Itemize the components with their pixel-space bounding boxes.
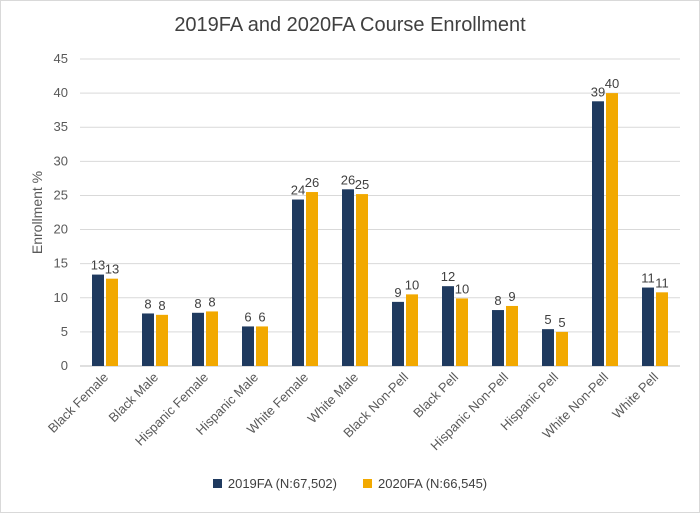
bar bbox=[406, 294, 418, 366]
y-tick-label: 45 bbox=[54, 51, 68, 66]
bar bbox=[542, 329, 554, 366]
bar bbox=[292, 199, 304, 366]
data-label: 9 bbox=[394, 285, 401, 300]
bar bbox=[656, 292, 668, 366]
data-label: 26 bbox=[341, 172, 355, 187]
data-label: 6 bbox=[258, 309, 265, 324]
bar bbox=[306, 192, 318, 366]
x-tick-label: Black Pell bbox=[410, 369, 461, 420]
bar bbox=[92, 274, 104, 366]
bar bbox=[242, 326, 254, 366]
y-tick-label: 15 bbox=[54, 256, 68, 271]
data-label: 12 bbox=[441, 269, 455, 284]
bar bbox=[106, 278, 118, 366]
legend-item-2019fa: 2019FA (N:67,502) bbox=[212, 476, 337, 491]
y-tick-label: 10 bbox=[54, 290, 68, 305]
legend-swatch-2020fa bbox=[363, 479, 372, 488]
chart-legend: 2019FA (N:67,502) 2020FA (N:66,545) bbox=[0, 476, 700, 491]
bar bbox=[506, 305, 518, 366]
data-label: 39 bbox=[591, 84, 605, 99]
y-tick-label: 5 bbox=[61, 324, 68, 339]
bar bbox=[442, 286, 454, 366]
data-label: 10 bbox=[455, 281, 469, 296]
bar bbox=[256, 326, 268, 366]
data-label: 13 bbox=[105, 262, 119, 277]
legend-label-2020fa: 2020FA (N:66,545) bbox=[378, 476, 488, 491]
data-label: 24 bbox=[291, 183, 305, 198]
bar bbox=[342, 189, 354, 366]
data-label: 5 bbox=[544, 312, 551, 327]
legend-swatch-2019fa bbox=[212, 479, 222, 488]
bar bbox=[492, 310, 504, 366]
bar bbox=[192, 312, 204, 366]
data-label: 8 bbox=[144, 296, 151, 311]
y-tick-label: 25 bbox=[54, 187, 68, 202]
bar bbox=[556, 331, 568, 366]
x-tick-label: White Pell bbox=[609, 369, 661, 421]
legend-item-2020fa: 2020FA (N:66,545) bbox=[363, 476, 487, 491]
data-label: 9 bbox=[508, 289, 515, 304]
data-label: 5 bbox=[558, 315, 565, 330]
data-label: 6 bbox=[244, 309, 251, 324]
bar bbox=[606, 93, 618, 366]
bar bbox=[156, 314, 168, 366]
y-tick-label: 20 bbox=[54, 222, 68, 237]
data-label: 40 bbox=[605, 76, 619, 91]
bar bbox=[592, 101, 604, 366]
data-label: 13 bbox=[91, 258, 105, 273]
y-tick-label: 40 bbox=[54, 85, 68, 100]
bar bbox=[356, 194, 368, 366]
data-label: 8 bbox=[158, 298, 165, 313]
data-label: 11 bbox=[655, 275, 669, 290]
bar bbox=[392, 301, 404, 366]
y-tick-label: 30 bbox=[54, 153, 68, 168]
bar bbox=[642, 287, 654, 366]
data-label: 8 bbox=[494, 293, 501, 308]
bar bbox=[142, 313, 154, 366]
data-label: 10 bbox=[405, 277, 419, 292]
bar bbox=[206, 311, 218, 366]
data-label: 11 bbox=[641, 271, 655, 286]
data-label: 26 bbox=[305, 175, 319, 190]
bar bbox=[456, 298, 468, 366]
chart-title: 2019FA and 2020FA Course Enrollment bbox=[174, 14, 526, 36]
data-label: 8 bbox=[194, 296, 201, 311]
x-tick-label: Black Female bbox=[45, 370, 111, 436]
y-tick-label: 35 bbox=[54, 119, 68, 134]
y-axis-label: Enrollment % bbox=[29, 171, 45, 254]
legend-label-2019fa: 2019FA (N:67,502) bbox=[227, 476, 337, 491]
data-label: 8 bbox=[208, 294, 215, 309]
y-tick-label: 0 bbox=[61, 358, 68, 373]
data-label: 25 bbox=[355, 177, 369, 192]
